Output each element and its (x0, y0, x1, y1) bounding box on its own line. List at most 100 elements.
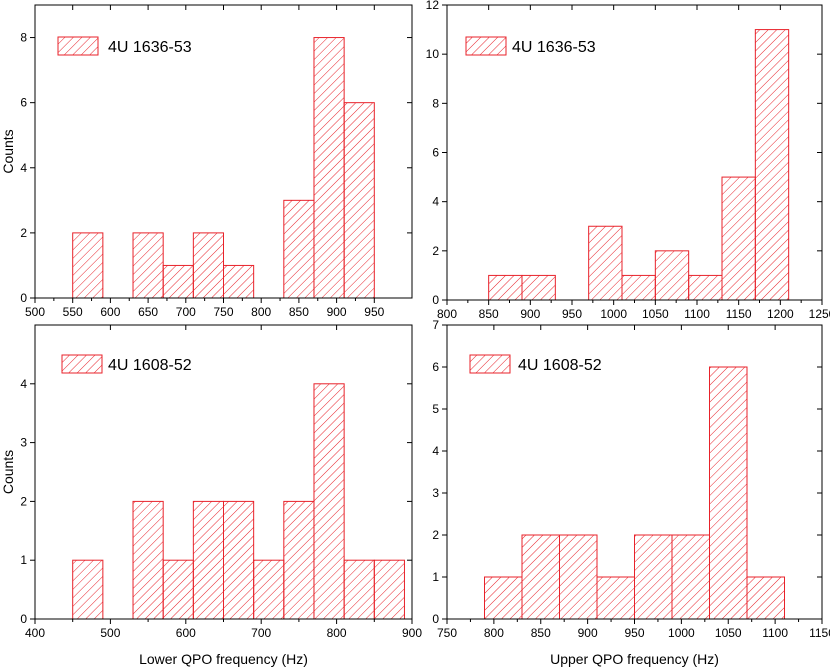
y-tick-label: 6 (432, 360, 439, 374)
histogram-bar (253, 559, 285, 620)
y-axis-title: Counts (0, 129, 16, 173)
x-tick-label: 800 (327, 626, 347, 640)
histogram-bar (488, 274, 523, 301)
legend-swatch (57, 36, 99, 56)
x-tick-label: 600 (176, 626, 196, 640)
x-tick-label: 1000 (668, 626, 695, 640)
panel-top-left: 500 550 600 650 700 750 800 850 900 950 0 2 4 6 8 4U 16… (0, 4, 413, 319)
y-tick-label: 10 (426, 47, 440, 61)
y-tick-label: 5 (432, 402, 439, 416)
x-tick-label: 650 (138, 305, 158, 319)
y-tick-label: 7 (432, 318, 439, 332)
histogram-bar (373, 559, 405, 620)
x-tick-label: 950 (624, 626, 644, 640)
histogram-bar (588, 225, 623, 301)
y-tick-label: 4 (432, 195, 439, 209)
y-tick-label: 12 (426, 0, 440, 12)
x-tick-label: 1200 (767, 307, 794, 321)
x-tick-label: 800 (484, 626, 504, 640)
histogram-bar (313, 37, 345, 299)
histogram-bar (521, 274, 556, 301)
x-tick-label: 900 (578, 626, 598, 640)
histogram-bar (132, 232, 164, 299)
x-tick-label: 750 (213, 305, 233, 319)
x-axis-title: Lower QPO frequency (Hz) (139, 651, 308, 667)
y-tick-label: 1 (20, 553, 27, 567)
y-tick-label: 2 (20, 226, 27, 240)
y-tick-label: 0 (432, 612, 439, 626)
histogram-bar (754, 29, 790, 301)
x-tick-label: 500 (100, 626, 120, 640)
y-tick-label: 4 (432, 444, 439, 458)
x-axis-title: Upper QPO frequency (Hz) (550, 651, 719, 667)
x-tick-label: 1150 (809, 626, 830, 640)
x-tick-label: 900 (520, 307, 540, 321)
histogram-bar (223, 500, 255, 620)
legend-swatch (465, 36, 507, 56)
legend-label: 4U 1636-53 (512, 39, 596, 56)
x-tick-label: 500 (25, 305, 45, 319)
histogram-bar (654, 250, 690, 301)
x-tick-label: 900 (327, 305, 347, 319)
y-tick-label: 0 (20, 612, 27, 626)
legend-swatch (61, 354, 103, 374)
histogram-bar (596, 576, 635, 620)
x-tick-label: 800 (251, 305, 271, 319)
x-tick-label: 1050 (715, 626, 742, 640)
histogram-bar (72, 559, 104, 620)
x-tick-label: 950 (562, 307, 582, 321)
histogram-bar (283, 500, 315, 620)
y-tick-label: 0 (20, 291, 27, 305)
x-tick-label: 1050 (642, 307, 669, 321)
x-tick-label: 850 (531, 626, 551, 640)
x-tick-label: 400 (25, 626, 45, 640)
histogram-bar (162, 264, 194, 299)
histogram-bar (192, 500, 224, 620)
x-tick-label: 950 (364, 305, 384, 319)
histogram-bar (709, 366, 748, 620)
histogram-bar (688, 274, 723, 301)
legend-label: 4U 1608-52 (108, 357, 192, 374)
x-tick-label: 700 (251, 626, 271, 640)
histogram-bar (671, 534, 710, 620)
y-tick-label: 8 (432, 96, 439, 110)
histogram-bar (521, 534, 560, 620)
x-tick-label: 800 (437, 307, 457, 321)
x-tick-label: 1000 (600, 307, 627, 321)
x-tick-label: 600 (100, 305, 120, 319)
y-tick-label: 4 (20, 377, 27, 391)
legend-label: 4U 1608-52 (518, 357, 602, 374)
histogram-bar (72, 232, 104, 299)
y-tick-label: 4 (20, 161, 27, 175)
histogram-bar (746, 576, 785, 620)
histogram-bar (634, 534, 673, 620)
panel-bottom-left: 400 500 600 700 800 900 0 1 2 3 4 4U 1608-52 Counts L… (0, 324, 422, 667)
histogram-bar (283, 199, 315, 299)
y-tick-label: 8 (20, 31, 27, 45)
x-tick-label: 750 (437, 626, 457, 640)
histogram-bar (343, 102, 375, 299)
y-tick-label: 2 (432, 244, 439, 258)
y-tick-label: 3 (432, 486, 439, 500)
y-tick-label: 2 (20, 494, 27, 508)
histogram-bar (484, 576, 523, 620)
histogram-bar (559, 534, 598, 620)
histogram-bar (343, 559, 375, 620)
y-tick-label: 1 (432, 570, 439, 584)
histogram-bar (162, 559, 194, 620)
y-tick-label: 0 (432, 293, 439, 307)
panel-bottom-right: 750 800 850 900 950 1000 1050 1100 1150 0 1 2 3 4 5 6 7 4… (432, 318, 830, 667)
y-tick-label: 2 (432, 528, 439, 542)
legend-swatch (469, 354, 511, 374)
histogram-bar (132, 500, 164, 620)
histogram-bar (621, 274, 656, 301)
histogram-bar (313, 383, 345, 620)
x-tick-label: 850 (479, 307, 499, 321)
y-axis-title: Counts (0, 450, 16, 494)
x-tick-label: 850 (289, 305, 309, 319)
x-tick-label: 1100 (762, 626, 788, 640)
y-tick-label: 6 (432, 146, 439, 160)
histogram-bar (192, 232, 224, 299)
histogram-bar (223, 264, 255, 299)
